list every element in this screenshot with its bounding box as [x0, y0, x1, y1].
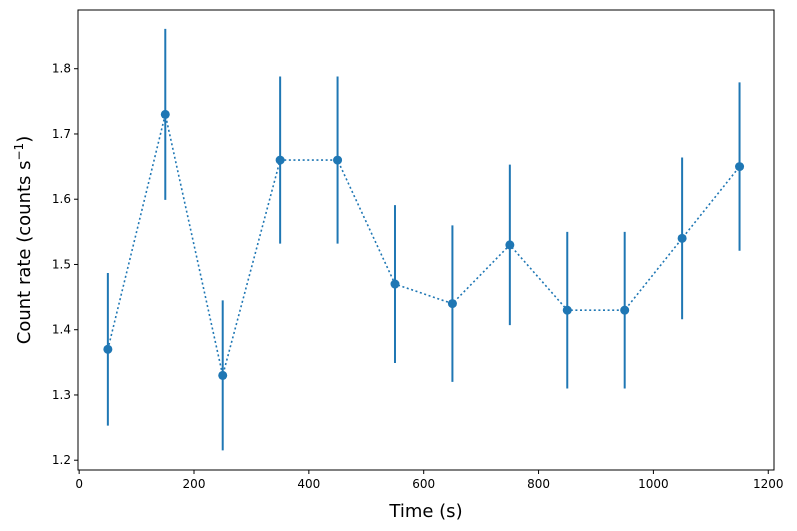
data-point [333, 155, 343, 165]
y-tick-label: 1.5 [52, 257, 71, 271]
x-tick-label: 200 [183, 477, 206, 491]
y-tick-label: 1.3 [52, 388, 71, 402]
data-point [160, 109, 170, 119]
y-tick-label: 1.4 [52, 323, 71, 337]
data-point [218, 370, 228, 380]
y-tick-label: 1.8 [52, 62, 71, 76]
x-axis-ticks: 0 200 400 600 800 1000 1200 [75, 470, 784, 491]
data-point [562, 305, 572, 315]
x-axis-label: Time (s) [388, 501, 462, 522]
data-point [505, 240, 515, 250]
data-point [677, 233, 687, 243]
data-point [620, 305, 630, 315]
data-point [275, 155, 285, 165]
y-axis-label-close: ) [14, 136, 35, 143]
x-tick-label: 0 [75, 477, 83, 491]
y-tick-label: 1.7 [52, 127, 71, 141]
y-tick-label: 1.6 [52, 192, 71, 206]
x-tick-label: 1200 [753, 477, 784, 491]
data-points [103, 109, 745, 380]
error-bars [106, 28, 741, 451]
data-point [103, 344, 113, 354]
y-axis-label-superscript: −1 [12, 143, 26, 161]
y-axis-label: Count rate (counts s−1) [12, 136, 35, 344]
plot-frame [77, 9, 775, 471]
data-point [447, 299, 457, 309]
y-tick-label: 1.2 [52, 453, 71, 467]
y-axis-ticks: 1.2 1.3 1.4 1.5 1.6 1.7 1.8 [52, 62, 78, 467]
y-axis-label-main: Count rate (counts s [14, 160, 35, 344]
x-tick-label: 1000 [638, 477, 669, 491]
series-line-group [107, 114, 741, 376]
data-point [390, 279, 400, 289]
x-tick-label: 600 [412, 477, 435, 491]
x-tick-label: 400 [297, 477, 320, 491]
x-tick-label: 800 [527, 477, 550, 491]
series-line [107, 114, 741, 376]
data-point [735, 162, 745, 172]
